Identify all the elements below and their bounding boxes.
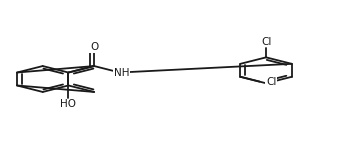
Text: Cl: Cl <box>266 77 277 87</box>
Text: Cl: Cl <box>261 37 271 47</box>
Text: O: O <box>90 42 98 52</box>
Text: HO: HO <box>60 99 76 109</box>
Text: NH: NH <box>114 68 129 78</box>
